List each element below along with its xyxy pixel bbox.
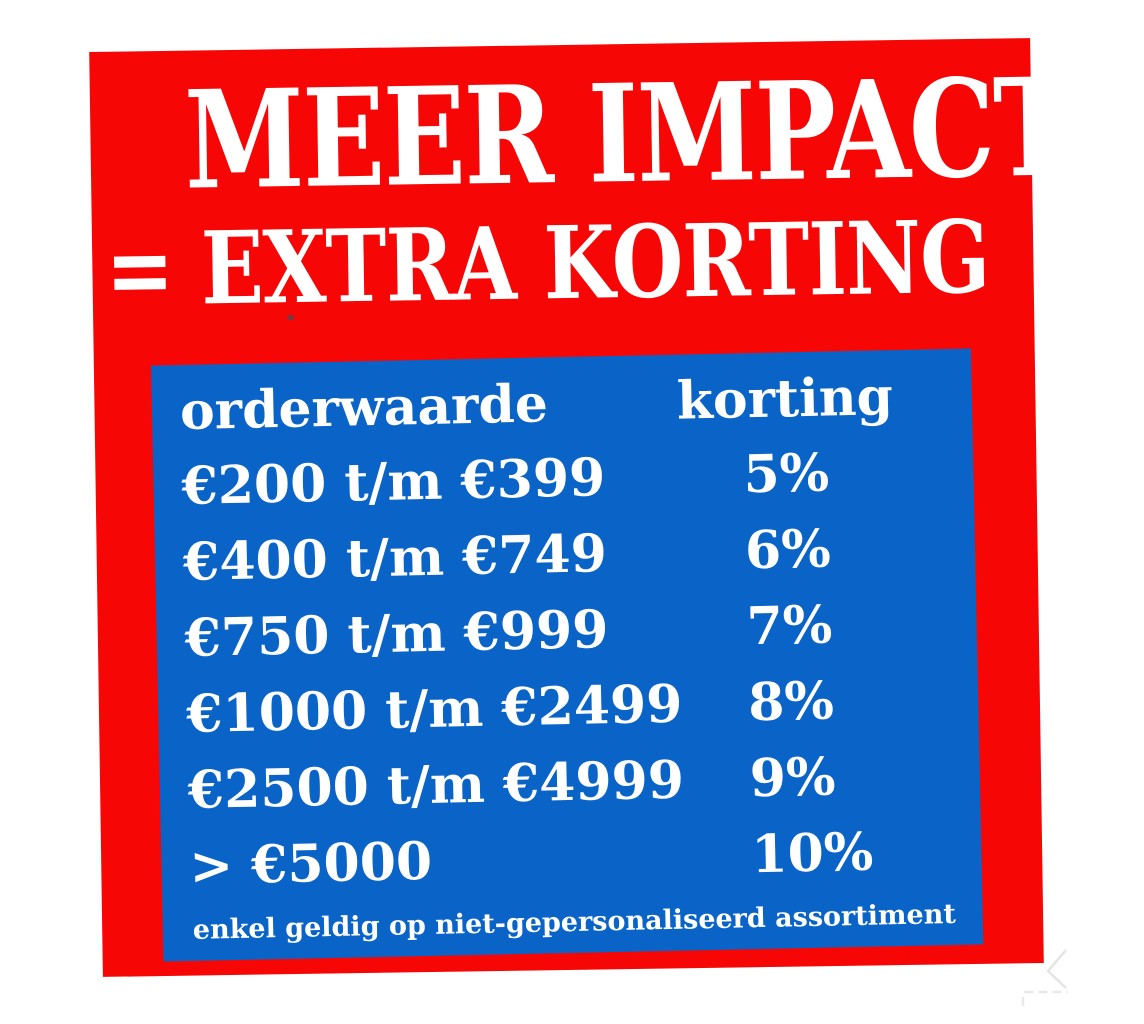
discount-cell: 7% — [745, 594, 833, 658]
column-header-orderwaarde: orderwaarde — [179, 373, 549, 443]
order-value-cell: > €5000 — [188, 830, 433, 897]
discount-cell: 5% — [742, 442, 830, 506]
discount-cell: 6% — [744, 518, 832, 582]
discount-cell: 9% — [749, 746, 837, 810]
headline-extra-korting: = EXTRA KORTING — [104, 197, 991, 329]
discount-cell: 10% — [750, 821, 874, 886]
order-value-cell: €200 t/m €399 — [180, 447, 606, 518]
table-header-row: orderwaarde korting — [179, 364, 972, 443]
discount-table-panel: orderwaarde korting €200 t/m €399 5% €40… — [151, 348, 984, 962]
headline-wrap: MEER IMPACT — [183, 47, 1073, 219]
table-footnote: enkel geldig op niet-gepersonaliseerd as… — [192, 898, 957, 946]
red-poster-panel: MEER IMPACT = EXTRA KORTING orderwaarde … — [89, 38, 1073, 977]
order-value-cell: €1000 t/m €2499 — [185, 673, 683, 745]
order-value-cell: €2500 t/m €4999 — [187, 749, 685, 821]
subheadline-wrap: = EXTRA KORTING — [105, 198, 991, 329]
order-value-cell: €400 t/m €749 — [182, 523, 608, 594]
ink-speck — [287, 315, 295, 321]
table-row: > €5000 10% — [189, 812, 982, 905]
column-header-korting: korting — [676, 366, 894, 432]
headline-meer-impact: MEER IMPACT — [183, 47, 1074, 220]
cursor-artifact-mark — [1021, 949, 1068, 1006]
discount-cell: 8% — [747, 670, 835, 734]
order-value-cell: €750 t/m €999 — [184, 599, 610, 670]
